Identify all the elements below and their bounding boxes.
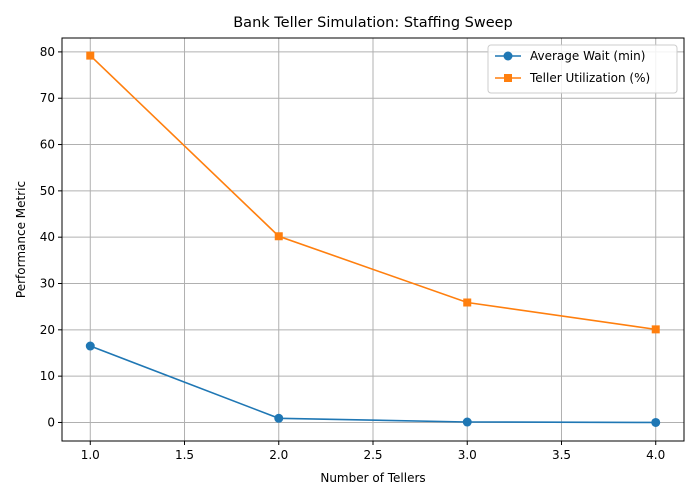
y-tick-label: 70 [40, 91, 55, 105]
y-tick-label: 0 [47, 415, 55, 429]
series-line-teller-utilization [89, 55, 656, 331]
legend-box [487, 44, 678, 94]
x-axis-label: Number of Tellers [320, 471, 425, 485]
data-point-teller-utilization [86, 51, 95, 60]
data-point-teller-utilization [463, 298, 472, 307]
y-tick-label: 40 [40, 230, 55, 244]
data-point-average-wait [274, 413, 284, 423]
data-point-teller-utilization [274, 232, 283, 241]
y-axis-label: Performance Metric [14, 181, 28, 298]
series-average-wait [85, 341, 661, 427]
legend-marker-average-wait [503, 51, 513, 61]
x-tick-label: 2.5 [363, 448, 382, 462]
data-point-average-wait [651, 417, 661, 427]
y-tick-label: 50 [40, 184, 55, 198]
legend-marker-teller-utilization [504, 74, 512, 82]
series-layer [85, 51, 661, 427]
x-tick-label: 1.0 [81, 448, 100, 462]
x-tick-label: 1.5 [175, 448, 194, 462]
y-tick-label: 10 [40, 369, 55, 383]
x-tick-label: 2.0 [269, 448, 288, 462]
y-tick-label: 80 [40, 45, 55, 59]
y-tick-label: 30 [40, 277, 55, 291]
series-teller-utilization [86, 51, 660, 334]
x-tick-label: 4.0 [646, 448, 665, 462]
data-point-teller-utilization [651, 325, 660, 334]
grid [62, 38, 684, 441]
y-tick-label: 60 [40, 138, 55, 152]
data-point-average-wait [462, 417, 472, 427]
x-tick-label: 3.5 [552, 448, 571, 462]
legend-label-average-wait: Average Wait (min) [530, 49, 645, 63]
chart-title: Bank Teller Simulation: Staffing Sweep [233, 15, 513, 31]
x-axis: 1.0 1.5 2.0 2.5 3.0 3.5 4.0 [81, 441, 665, 462]
y-axis: 0 10 20 30 40 50 60 70 80 [40, 45, 62, 429]
y-tick-label: 20 [40, 323, 55, 337]
x-tick-label: 3.0 [458, 448, 477, 462]
legend: Average Wait (min) Teller Utilization (%) [487, 44, 678, 94]
series-line-average-wait [89, 345, 656, 424]
legend-label-teller-utilization: Teller Utilization (%) [529, 71, 650, 85]
data-point-average-wait [85, 341, 95, 351]
